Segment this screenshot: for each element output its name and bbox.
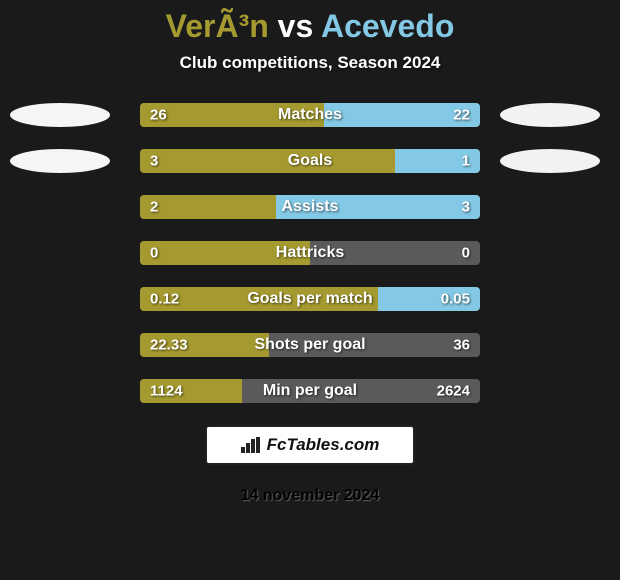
player2-badge [500,149,600,173]
stat-row: 26 22 Matches [0,103,620,127]
stat-row: 0.12 0.05 Goals per match [0,287,620,311]
player1-value: 1124 [150,383,183,400]
stat-label: Assists [282,198,339,216]
page-title: VerÃ³n vs Acevedo [0,8,620,45]
stat-bar: 3 1 Goals [140,149,480,173]
player2-name: Acevedo [321,8,454,44]
player1-value: 0 [150,245,158,262]
stat-label: Goals per match [247,290,372,308]
stat-rows: 26 22 Matches 3 1 Goals 2 3 Assists 0 0 Hattricks 0.… [0,103,620,403]
stat-label: Min per goal [263,382,357,400]
player2-value: 0 [462,245,470,262]
comparison-card: VerÃ³n vs Acevedo Club competitions, Sea… [0,0,620,580]
stat-label: Goals [288,152,332,170]
stat-bar: 0.12 0.05 Goals per match [140,287,480,311]
stat-row: 3 1 Goals [0,149,620,173]
stat-row: 0 0 Hattricks [0,241,620,265]
player2-value: 3 [462,199,470,216]
player1-value: 3 [150,153,158,170]
player1-name: VerÃ³n [166,8,269,44]
player2-value: 2624 [437,383,470,400]
player2-value: 1 [462,153,470,170]
footer-logo-text: FcTables.com [267,435,380,455]
stat-row: 2 3 Assists [0,195,620,219]
stat-bar: 2 3 Assists [140,195,480,219]
stat-bar: 1124 2624 Min per goal [140,379,480,403]
chart-icon [241,437,261,453]
player2-value: 36 [453,337,470,354]
vs-text: vs [269,8,321,44]
player1-bar-fill [140,195,276,219]
stat-label: Hattricks [276,244,344,262]
player1-bar-fill [140,149,395,173]
stat-label: Shots per goal [254,336,365,354]
stat-label: Matches [278,106,342,124]
player1-value: 22.33 [150,337,188,354]
subtitle: Club competitions, Season 2024 [0,53,620,73]
player1-value: 2 [150,199,158,216]
stat-row: 1124 2624 Min per goal [0,379,620,403]
player1-badge [10,103,110,127]
player2-value: 22 [453,107,470,124]
stat-bar: 22.33 36 Shots per goal [140,333,480,357]
player2-value: 0.05 [441,291,470,308]
player1-value: 26 [150,107,167,124]
stat-bar: 26 22 Matches [140,103,480,127]
player1-badge [10,149,110,173]
stat-row: 22.33 36 Shots per goal [0,333,620,357]
footer-logo[interactable]: FcTables.com [205,425,415,465]
stat-bar: 0 0 Hattricks [140,241,480,265]
player1-value: 0.12 [150,291,179,308]
player2-badge [500,103,600,127]
footer-date: 14 november 2024 [0,487,620,505]
